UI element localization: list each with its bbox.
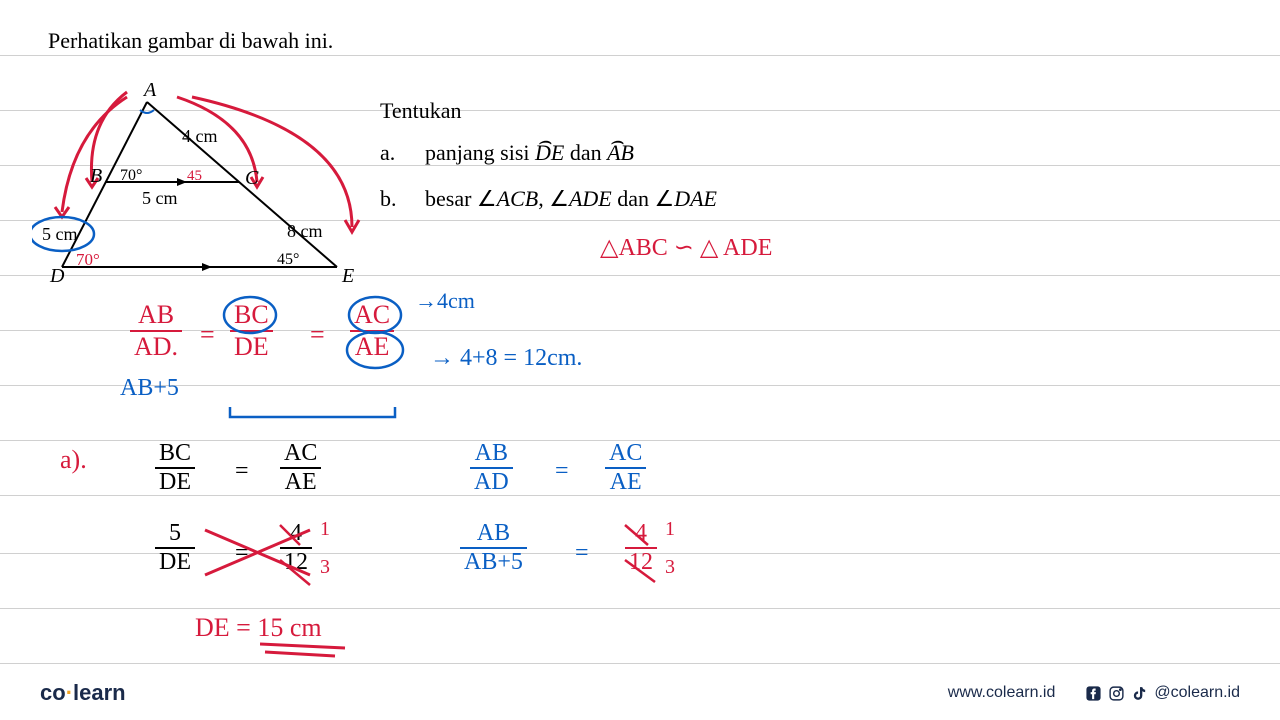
a-frac-5-de: 5DE: [155, 520, 195, 576]
label-ang45: 45°: [277, 251, 299, 268]
part-a-marker: a).: [60, 445, 87, 475]
footer-handle: @colearn.id: [1154, 684, 1240, 702]
frac-ab-ad: ABAD.: [130, 300, 182, 362]
red-cross1: [195, 520, 325, 590]
b-frac-ac-ae: ACAE: [605, 440, 646, 496]
blue-abt5: AB+5: [120, 375, 179, 402]
facebook-icon: [1085, 685, 1102, 702]
blue-12cm: → 4+8 = 12cm.: [430, 345, 582, 372]
part-a-dan: dan: [564, 140, 607, 165]
frac-ad-den: AD.: [130, 332, 182, 362]
blue-bracket: [225, 405, 405, 425]
underline-double: [260, 640, 350, 660]
a-frac-bc-de: BCDE: [155, 440, 195, 496]
a-eq1: =: [235, 458, 249, 485]
a4-note-3: 3: [320, 556, 330, 579]
tiktok-icon: [1131, 685, 1148, 702]
b-frac-ab-abt5: ABAB+5: [460, 520, 527, 576]
b4-note-3: 3: [665, 556, 675, 579]
b-frac-ab-ad: ABAD: [470, 440, 513, 496]
tentukan-label: Tentukan: [380, 98, 462, 124]
instagram-icon: [1108, 685, 1125, 702]
logo-learn: learn: [73, 680, 126, 705]
label-A: A: [142, 82, 157, 101]
b-eq2: =: [575, 540, 589, 567]
logo: co·learn: [40, 680, 126, 706]
label-C: C: [245, 167, 259, 189]
label-D: D: [49, 265, 65, 287]
problem-title: Perhatikan gambar di bawah ini.: [48, 28, 333, 54]
label-8cm: 8 cm: [287, 221, 323, 241]
label-4cm: 4 cm: [182, 126, 218, 146]
eq1: =: [200, 320, 215, 350]
part-a-label: a.: [380, 140, 395, 166]
hw-70: 70°: [76, 250, 100, 269]
blue-4cm: →4cm: [415, 288, 475, 314]
part-b-text: besar ∠ACB, ∠ADE dan ∠DAE: [425, 186, 717, 212]
footer-social: @colearn.id: [1085, 684, 1240, 702]
part-b-label: b.: [380, 186, 397, 212]
label-5cm: 5 cm: [142, 188, 178, 208]
label-ang70: 70°: [120, 167, 142, 184]
triangle-diagram: A B C D E 4 cm 5 cm 5 cm 8 cm 70° 45° 45…: [32, 82, 372, 292]
footer: co·learn www.colearn.id @colearn.id: [0, 678, 1280, 708]
a4-note-1: 1: [320, 518, 330, 541]
similarity-stmt: △ABC ∽ △ ADE: [600, 233, 772, 262]
part-a-de: ⌢DE: [535, 140, 564, 165]
a-frac-ac-ae: ACAE: [280, 440, 321, 496]
part-a-text: panjang sisi ⌢DE dan ⌢AB: [425, 140, 634, 166]
logo-co: co: [40, 680, 66, 705]
b-eq1: =: [555, 458, 569, 485]
part-a-ab: ⌢AB: [607, 140, 634, 165]
label-E: E: [341, 265, 354, 287]
part-a-pre: panjang sisi: [425, 140, 535, 165]
logo-dot: ·: [66, 680, 73, 705]
label-B: B: [90, 165, 102, 187]
result-de: DE = 15 cm: [195, 613, 322, 643]
hw-45: 45: [187, 168, 202, 184]
frac-ab-num: AB: [130, 300, 182, 332]
label-5cm-bd: 5 cm: [42, 224, 78, 244]
footer-url: www.colearn.id: [948, 684, 1056, 702]
b4-note-1: 1: [665, 518, 675, 541]
